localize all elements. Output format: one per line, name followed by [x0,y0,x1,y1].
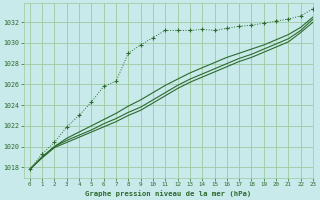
X-axis label: Graphe pression niveau de la mer (hPa): Graphe pression niveau de la mer (hPa) [85,190,252,197]
